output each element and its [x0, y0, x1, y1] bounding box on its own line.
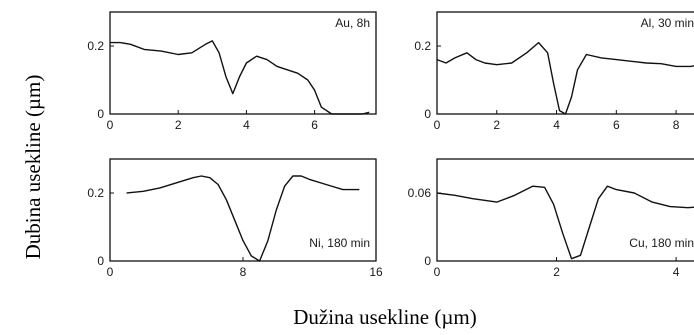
plot-grid: 0 2 4 6 0 0.2 Au, 8h 0 2 4 6 8 0 0.2 Al, 30 min 0 8 16 0 0.… — [87, 11, 694, 279]
x-tick-label: 8 — [240, 265, 247, 279]
subplot-4: 0 2 4 0 0.06 Cu, 180 min — [408, 158, 694, 279]
x-tick-label: 0 — [107, 118, 114, 132]
y-tick-label: 0 — [424, 107, 431, 121]
y-tick-label: 0.06 — [408, 186, 432, 200]
subplot-annotation: Al, 30 min — [641, 16, 694, 30]
profile-line-1 — [436, 185, 694, 260]
x-tick-label: 8 — [673, 118, 680, 132]
x-tick-label: 16 — [369, 265, 383, 279]
subplot-annotation: Cu, 180 min — [629, 236, 694, 250]
y-tick-label: 0 — [424, 254, 431, 268]
subplot-annotation: Ni, 180 min — [309, 236, 370, 250]
profile-line-1 — [436, 41, 694, 115]
y-tick-label: 0 — [97, 254, 104, 268]
plot-frame — [436, 158, 694, 262]
subplot-2: 0 2 4 6 8 0 0.2 Al, 30 min — [414, 11, 694, 132]
x-tick-label: 4 — [243, 118, 250, 132]
x-tick-label: 4 — [673, 265, 680, 279]
y-tick-label: 0.2 — [87, 39, 104, 53]
plot-frame — [436, 11, 694, 115]
x-tick-label: 2 — [553, 265, 560, 279]
y-axis-label: Dubina usekline (µm) — [21, 75, 45, 260]
subplot-3: 0 8 16 0 0.2 Ni, 180 min — [87, 158, 383, 279]
x-tick-label: 2 — [493, 118, 500, 132]
y-tick-label: 0.2 — [414, 39, 431, 53]
x-axis-label: Dužina usekline (µm) — [293, 305, 477, 329]
y-tick-label: 0 — [97, 107, 104, 121]
x-tick-label: 0 — [107, 265, 114, 279]
plot-frame — [109, 11, 377, 115]
y-tick-label: 0.2 — [87, 186, 104, 200]
x-tick-label: 2 — [175, 118, 182, 132]
profile-line-1 — [110, 40, 370, 115]
x-tick-label: 0 — [434, 265, 441, 279]
subplot-1: 0 2 4 6 0 0.2 Au, 8h — [87, 11, 377, 132]
subplot-annotation: Au, 8h — [335, 16, 370, 30]
x-tick-label: 6 — [311, 118, 318, 132]
x-tick-label: 4 — [553, 118, 560, 132]
x-tick-label: 0 — [434, 118, 441, 132]
x-tick-label: 6 — [613, 118, 620, 132]
profile-line-1 — [126, 175, 360, 262]
